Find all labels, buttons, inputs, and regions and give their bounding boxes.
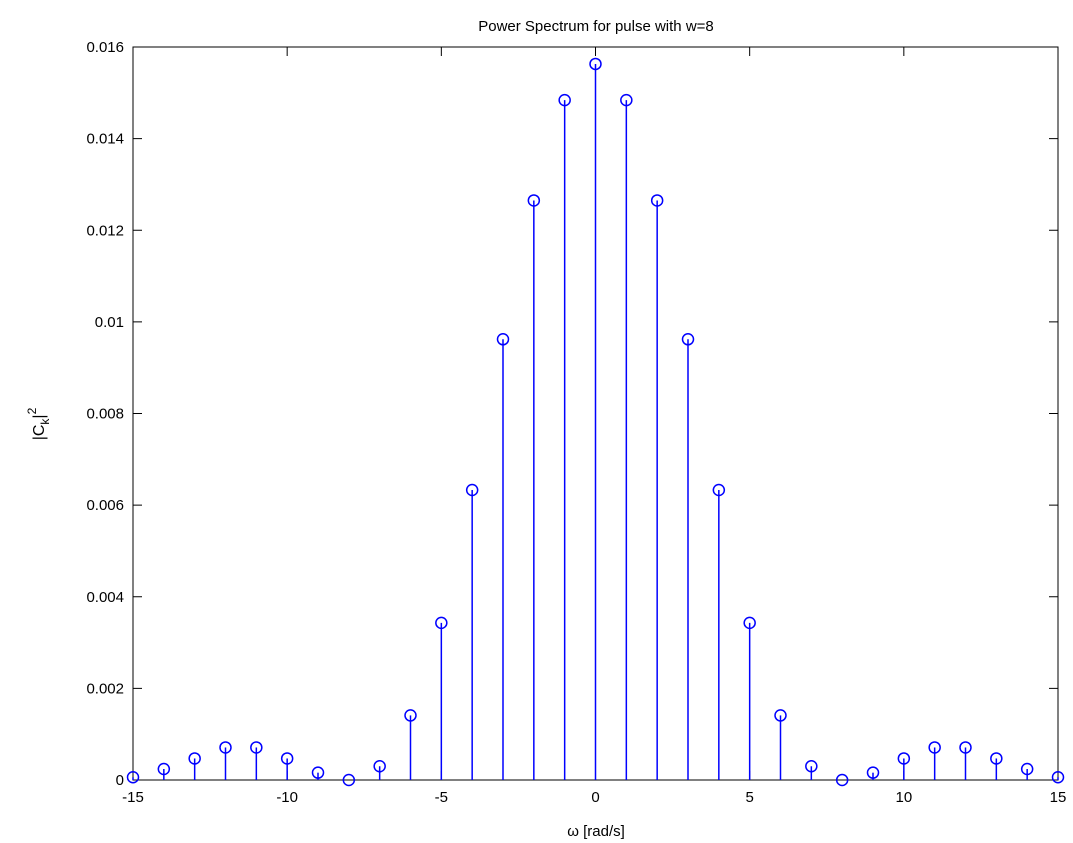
stem-marker <box>897 752 911 765</box>
x-tick-label: -15 <box>122 789 144 806</box>
stem-marker <box>835 773 849 787</box>
x-tick-label: -10 <box>276 789 298 806</box>
y-tick-label: 0.012 <box>86 222 124 239</box>
x-tick-label: 15 <box>1050 789 1067 806</box>
stem-marker <box>280 752 294 765</box>
stem-marker <box>219 741 232 754</box>
y-axis-label: |Ck|2 <box>25 407 52 440</box>
stem-marker <box>805 760 818 773</box>
stem-marker <box>1051 771 1065 784</box>
y-tick-labels: 0 0.002 0.004 0.006 0.008 0.01 0.012 0.014 0.016 <box>86 39 124 789</box>
chart-title: Power Spectrum for pulse with w=8 <box>478 18 714 35</box>
stem-series <box>132 63 1059 780</box>
y-tick-label: 0.002 <box>86 680 124 697</box>
stem-markers <box>126 57 1065 787</box>
stem-marker <box>250 741 263 754</box>
stem-marker <box>774 709 787 722</box>
x-tick-label: -5 <box>435 789 448 806</box>
stem-marker <box>188 752 201 765</box>
y-tick-label: 0.004 <box>86 589 124 606</box>
y-tick-label: 0 <box>116 772 124 789</box>
y-axis-label-superscript: 2 <box>25 407 39 414</box>
x-tick-label: 5 <box>745 789 753 806</box>
stem-marker <box>681 333 695 346</box>
stem-marker <box>589 57 602 71</box>
stem-marker <box>465 483 479 497</box>
stem-marker <box>1020 762 1034 776</box>
stem-marker <box>527 194 541 207</box>
stem-marker <box>157 762 171 776</box>
stem-marker <box>126 771 140 784</box>
y-axis-label-base: |C <box>31 425 48 441</box>
y-tick-label: 0.01 <box>95 314 124 331</box>
y-tick-label: 0.006 <box>86 497 124 514</box>
stem-marker <box>311 766 325 779</box>
y-axis-label-suffix: | <box>31 414 48 418</box>
x-tick-label: 0 <box>591 789 599 806</box>
stem-marker <box>990 752 1003 765</box>
y-tick-label: 0.008 <box>86 406 124 423</box>
stem-marker <box>743 616 756 630</box>
stem-marker <box>620 93 633 107</box>
stem-marker <box>650 194 664 207</box>
stem-marker <box>435 616 448 630</box>
stem-marker <box>712 483 726 497</box>
stem-marker <box>928 741 941 754</box>
stem-marker <box>959 741 972 754</box>
y-tick-label: 0.016 <box>86 39 124 56</box>
stem-marker <box>404 709 417 722</box>
x-tick-label: 10 <box>895 789 912 806</box>
y-tick-label: 0.014 <box>86 131 124 148</box>
stem-marker <box>866 766 880 779</box>
x-axis-label: ω [rad/s] <box>567 823 625 840</box>
stem-marker <box>373 760 386 773</box>
stem-marker <box>558 93 571 107</box>
x-tick-labels: -15 -10 -5 0 5 10 15 <box>122 789 1066 806</box>
stem-marker <box>342 773 356 787</box>
y-axis-label-subscript: k <box>38 418 52 425</box>
stem-marker <box>496 333 510 346</box>
